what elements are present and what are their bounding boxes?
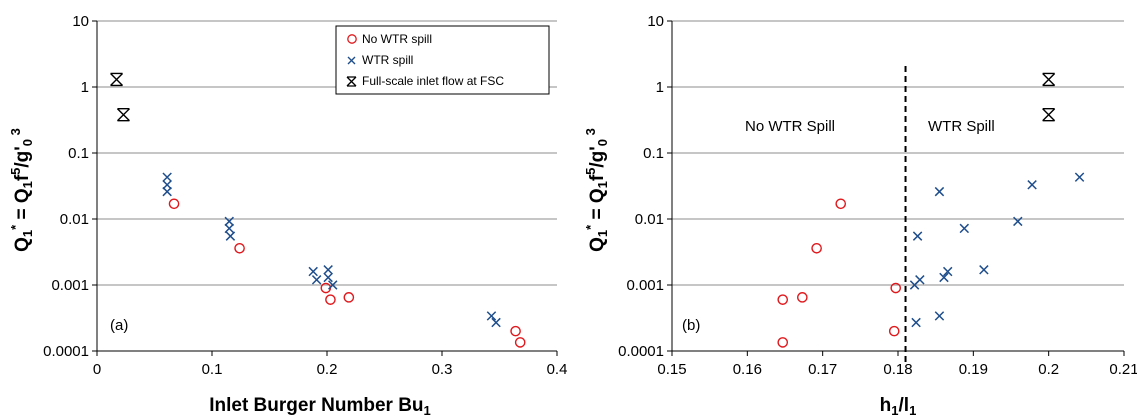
point-wtr-spill bbox=[959, 223, 970, 234]
x-tick-label: 0.3 bbox=[432, 361, 453, 378]
y-tick-label: 1 bbox=[81, 79, 89, 96]
point-wtr-spill bbox=[224, 216, 234, 227]
x-tick-label: 0.17 bbox=[808, 361, 837, 378]
point-wtr-spill bbox=[328, 280, 338, 290]
panel-a-label: (a) bbox=[110, 317, 128, 334]
x-tick-label: 0.15 bbox=[657, 361, 686, 378]
x-tick-label: 0.16 bbox=[733, 361, 762, 378]
point-wtr-spill bbox=[939, 272, 949, 283]
point-wtr-spill bbox=[323, 272, 333, 283]
y-tick-label: 0.01 bbox=[60, 211, 89, 228]
panel-a-x-axis-title: Inlet Burger Number Bu1 bbox=[209, 395, 431, 417]
point-full-scale bbox=[116, 108, 130, 122]
panel-b-gridlines bbox=[672, 20, 1124, 286]
panel-b-y-axis-title: Q1* = Q1f5/g'0 3 bbox=[583, 128, 610, 252]
y-tick-label: 0.0001 bbox=[43, 343, 89, 360]
point-wtr-spill bbox=[1013, 216, 1023, 227]
point-wtr-spill bbox=[162, 186, 172, 197]
point-wtr-spill bbox=[323, 265, 333, 275]
panel-b-axes bbox=[671, 21, 1124, 352]
point-wtr-spill bbox=[1027, 180, 1037, 190]
y-tick-label: 0.1 bbox=[68, 145, 89, 162]
legend: No WTR spill WTR spill Full-scale inlet … bbox=[335, 25, 550, 95]
y-tick-label: 0.01 bbox=[635, 211, 664, 228]
panel-b: 0.15 0.16 0.17 0.18 0.19 0.2 0.21 0.00010.0010… bbox=[583, 13, 1137, 417]
point-wtr-spill bbox=[915, 275, 925, 285]
point-no-wtr-spill bbox=[514, 337, 526, 348]
point-wtr-spill bbox=[979, 265, 989, 275]
y-tick-label: 0.001 bbox=[626, 277, 664, 294]
point-no-wtr-spill bbox=[325, 294, 336, 305]
y-tick-label: 0.1 bbox=[643, 145, 664, 162]
panel-a-y-axis-title: Q1* = Q1f5/g'0 3 bbox=[8, 128, 35, 252]
point-no-wtr-spill bbox=[811, 242, 822, 254]
legend-item-no-wtr-spill: No WTR spill bbox=[347, 32, 432, 46]
point-no-wtr-spill bbox=[777, 337, 789, 348]
legend-marker-x bbox=[347, 56, 356, 65]
x-tick-label: 0.21 bbox=[1109, 361, 1137, 378]
point-no-wtr-spill bbox=[797, 292, 808, 303]
point-wtr-spill bbox=[225, 231, 236, 241]
legend-marker-asterisk bbox=[346, 76, 357, 87]
panel-b-y-ticks: 0.0001 0.001 0.01 0.1 1 10 bbox=[618, 13, 672, 360]
point-full-scale bbox=[110, 72, 124, 87]
panel-a-x-ticks: 0 0.1 0.2 0.3 0.4 bbox=[93, 351, 568, 378]
x-tick-label: 0.2 bbox=[317, 361, 338, 378]
legend-marker-circle bbox=[347, 34, 357, 44]
point-no-wtr-spill bbox=[343, 292, 355, 303]
legend-label-no-wtr-spill: No WTR spill bbox=[362, 32, 432, 46]
y-tick-label: 10 bbox=[647, 13, 664, 30]
x-tick-label: 0.18 bbox=[883, 361, 912, 378]
panel-b-label: (b) bbox=[682, 317, 700, 334]
x-tick-label: 0 bbox=[93, 361, 101, 378]
point-no-wtr-spill bbox=[890, 282, 902, 294]
point-wtr-spill bbox=[934, 186, 945, 197]
legend-item-wtr-spill: WTR spill bbox=[347, 53, 413, 67]
point-no-wtr-spill bbox=[168, 198, 180, 210]
annotation-wtr-spill: WTR Spill bbox=[928, 118, 995, 135]
y-tick-label: 1 bbox=[656, 79, 664, 96]
panel-b-points bbox=[777, 72, 1085, 348]
annotation-no-wtr-spill: No WTR Spill bbox=[745, 118, 835, 135]
x-tick-label: 0.1 bbox=[202, 361, 223, 378]
legend-item-full-scale: Full-scale inlet flow at FSC bbox=[346, 74, 504, 88]
panel-b-x-axis-title: h1/l1 bbox=[880, 395, 917, 417]
x-tick-label: 0.4 bbox=[547, 361, 568, 378]
panel-a-y-ticks: 0.0001 0.001 0.01 0.1 1 10 bbox=[43, 13, 97, 360]
point-no-wtr-spill bbox=[510, 325, 521, 337]
point-wtr-spill bbox=[224, 223, 234, 234]
y-tick-label: 10 bbox=[72, 13, 89, 30]
point-wtr-spill bbox=[1074, 172, 1085, 182]
legend-box bbox=[335, 25, 550, 95]
panel-a-points bbox=[110, 72, 526, 348]
point-full-scale bbox=[1042, 72, 1056, 87]
point-wtr-spill bbox=[491, 317, 501, 328]
point-wtr-spill bbox=[912, 231, 923, 241]
panel-b-x-ticks: 0.15 0.16 0.17 0.18 0.19 0.2 0.21 bbox=[657, 351, 1137, 378]
point-wtr-spill bbox=[942, 266, 953, 277]
point-no-wtr-spill bbox=[888, 325, 900, 337]
point-wtr-spill bbox=[308, 266, 318, 277]
x-tick-label: 0.2 bbox=[1038, 361, 1059, 378]
point-full-scale bbox=[1042, 108, 1056, 122]
legend-label-wtr-spill: WTR spill bbox=[362, 53, 413, 67]
legend-label-full-scale: Full-scale inlet flow at FSC bbox=[362, 74, 504, 88]
point-no-wtr-spill bbox=[777, 294, 789, 305]
point-no-wtr-spill bbox=[835, 198, 847, 210]
point-wtr-spill bbox=[311, 275, 322, 285]
point-wtr-spill bbox=[162, 180, 172, 190]
point-wtr-spill bbox=[911, 317, 921, 328]
point-wtr-spill bbox=[934, 311, 945, 321]
x-tick-label: 0.19 bbox=[959, 361, 988, 378]
point-wtr-spill bbox=[162, 172, 172, 182]
y-tick-label: 0.0001 bbox=[618, 343, 664, 360]
y-tick-label: 0.001 bbox=[51, 277, 89, 294]
point-wtr-spill bbox=[486, 311, 497, 321]
point-no-wtr-spill bbox=[234, 242, 245, 254]
